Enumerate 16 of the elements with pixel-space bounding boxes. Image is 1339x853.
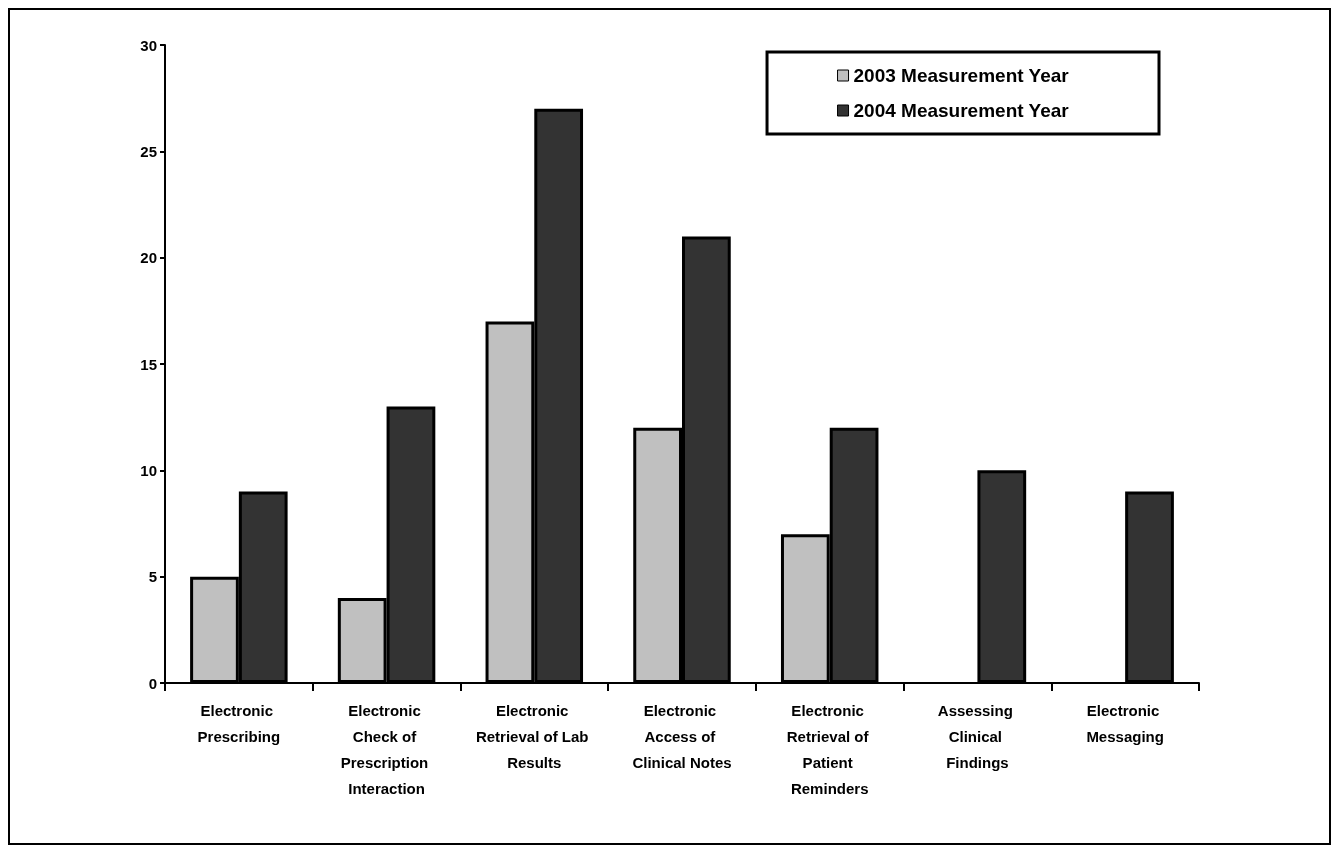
y-tick-label: 5 xyxy=(148,568,157,586)
x-tick-label: Electronic Retrieval of Patient Reminders xyxy=(786,701,873,797)
x-tick-label: Assessing Clinical Findings xyxy=(937,701,1018,771)
x-tick-label: Electronic Messaging xyxy=(1086,701,1164,745)
x-tick-label: Electronic Check of Prescription Interaction xyxy=(340,701,433,797)
legend-label: 2004 Measurement Year xyxy=(853,100,1070,121)
y-tick-label: 30 xyxy=(140,36,157,54)
legend-label: 2003 Measurement Year xyxy=(853,65,1070,86)
x-tick-label: Electronic Access of Clinical Notes xyxy=(632,701,732,771)
y-tick-label: 10 xyxy=(140,461,157,479)
x-tick-label: Electronic Retrieval of Lab Results xyxy=(475,701,593,771)
y-tick-label: 25 xyxy=(140,142,157,160)
y-tick-label: 0 xyxy=(148,674,157,692)
y-tick-label: 20 xyxy=(140,249,157,267)
x-tick-label: Electronic Prescribing xyxy=(197,701,281,745)
y-tick-label: 15 xyxy=(140,355,157,373)
